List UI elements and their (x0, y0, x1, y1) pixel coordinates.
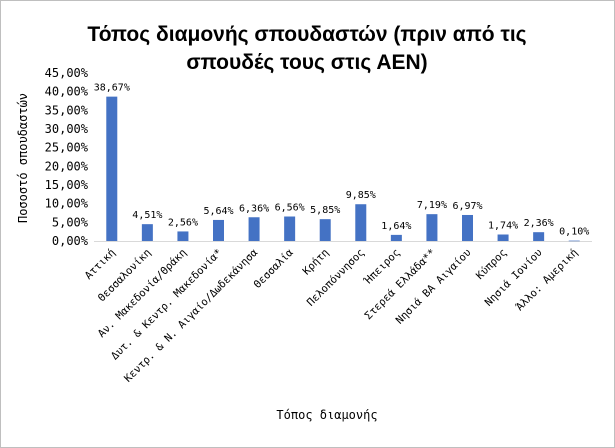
bar (497, 234, 509, 241)
data-label: 7,19% (417, 200, 447, 211)
data-label: 1,64% (381, 221, 411, 232)
plot-area: 0,00% 5,00% 10,00% 15,00% 20,00% 25,00% 30,00%… (45, 66, 592, 385)
data-label: 2,56% (168, 217, 198, 228)
y-tick-label: 5,00% (52, 215, 89, 229)
x-tick-label: Άλλο: Αμερική (514, 247, 581, 314)
bar (106, 96, 118, 242)
bar (426, 214, 438, 241)
data-label: 9,85% (346, 190, 376, 201)
bar (568, 240, 580, 242)
bar (355, 204, 367, 241)
x-tick-label: Αττική (83, 247, 118, 282)
data-label: 5,85% (310, 205, 340, 216)
x-axis-title: Τόπος διαμονής (276, 408, 377, 422)
y-axis-title: Ποσοστό σπουδαστών (16, 93, 30, 223)
data-label: 38,67% (94, 83, 130, 94)
y-tick-label: 45,00% (45, 66, 89, 80)
y-tick-label: 0,00% (52, 234, 89, 248)
y-tick-label: 25,00% (45, 141, 89, 155)
data-label: 6,97% (452, 201, 482, 212)
y-tick-label: 10,00% (45, 197, 89, 211)
data-label: 6,56% (275, 203, 305, 214)
y-tick-label: 30,00% (45, 122, 89, 136)
data-label: 0,10% (559, 227, 589, 238)
chart-title-line-2: σπουδές τους στις ΑΕΝ) (186, 51, 427, 74)
x-tick-label: Κύπρος (474, 247, 509, 282)
y-tick-label: 20,00% (45, 159, 89, 173)
bar (284, 216, 296, 241)
y-tick-label: 15,00% (45, 178, 89, 192)
x-tick-label: Κεντρ. & Ν. Αιγαίο/Δωδεκάνησα (122, 246, 261, 385)
data-label: 2,36% (524, 218, 554, 229)
data-label: 4,51% (132, 210, 162, 221)
x-tick-label: Κρήτη (300, 247, 331, 278)
bar (390, 234, 402, 241)
bar (248, 217, 260, 241)
data-label: 6,36% (239, 203, 269, 214)
bar (177, 231, 189, 241)
y-tick-label: 35,00% (45, 103, 89, 117)
chart-title-line-1: Τόπος διαμονής σπουδαστών (πριν από τις (87, 23, 526, 46)
bar (141, 224, 153, 241)
data-label: 1,74% (488, 221, 518, 232)
bar (462, 214, 473, 241)
bar (533, 232, 545, 241)
x-tick-label: Θεσσαλία (252, 246, 297, 291)
y-tick-label: 40,00% (45, 85, 89, 99)
bar (213, 219, 224, 241)
data-label: 5,64% (203, 206, 233, 217)
bar (319, 219, 331, 241)
